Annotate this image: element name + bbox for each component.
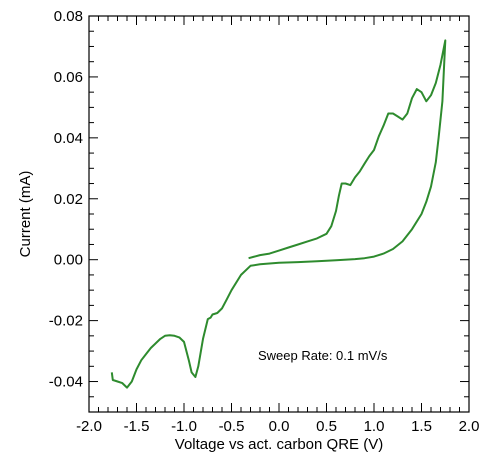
y-tick-label: 0.02 — [54, 191, 83, 208]
x-tick-label: 0.0 — [269, 418, 290, 435]
y-tick-label: 0.06 — [54, 69, 83, 86]
y-tick-label: -0.04 — [49, 374, 83, 391]
x-axis-ticks: -2.0 -1.5 -1.0 -0.5 0.0 0.5 1.0 1.5 2.0 — [76, 16, 479, 435]
x-tick-label: 1.0 — [364, 418, 385, 435]
x-tick-label: 2.0 — [459, 418, 480, 435]
x-tick-label: 0.5 — [316, 418, 337, 435]
y-tick-label: 0.04 — [54, 130, 83, 147]
series-line — [110, 39, 447, 389]
y-axis-ticks: -0.04 -0.02 0.00 0.02 0.04 0.06 0.08 — [49, 8, 469, 413]
x-axis-title: Voltage vs act. carbon QRE (V) — [175, 436, 383, 453]
y-tick-label: 0.08 — [54, 8, 83, 25]
x-tick-label: 1.5 — [411, 418, 432, 435]
y-tick-label: 0.00 — [54, 252, 83, 269]
series-layer — [110, 39, 447, 389]
y-tick-label: -0.02 — [49, 313, 83, 330]
annotation-sweep-rate: Sweep Rate: 0.1 mV/s — [258, 348, 388, 363]
x-tick-label: -1.5 — [124, 418, 150, 435]
x-tick-label: -2.0 — [76, 418, 102, 435]
x-tick-label: -1.0 — [171, 418, 197, 435]
y-axis-title: Current (mA) — [17, 171, 34, 258]
x-tick-label: -0.5 — [219, 418, 245, 435]
